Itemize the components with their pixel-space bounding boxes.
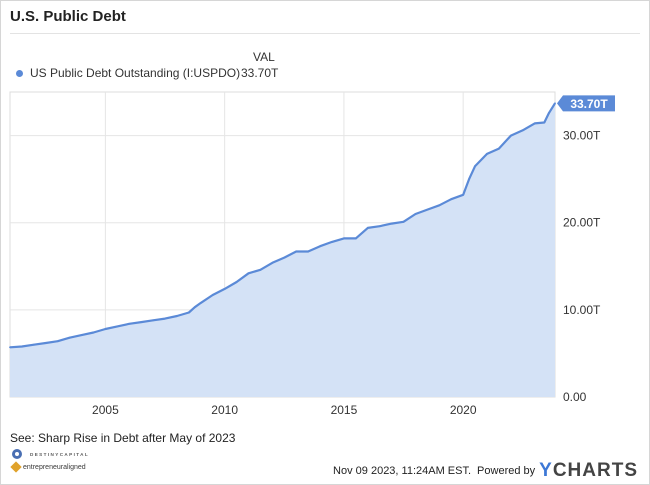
data-point [271, 261, 274, 264]
data-point [390, 222, 393, 225]
ycharts-logo[interactable]: YCHARTS [539, 461, 638, 480]
data-point [44, 342, 47, 344]
footnote: See: Sharp Rise in Debt after May of 202… [10, 431, 236, 445]
data-point [319, 245, 321, 248]
data-point [80, 334, 83, 336]
data-point [116, 325, 119, 328]
data-point [140, 321, 143, 323]
data-point [521, 129, 524, 132]
data-point [468, 178, 470, 181]
data-point [414, 213, 417, 215]
data-point [402, 220, 405, 223]
data-point [193, 306, 196, 309]
legend-value-header: VAL [253, 50, 275, 64]
data-point [33, 343, 35, 346]
data-point [128, 322, 131, 325]
data-point [307, 250, 309, 253]
y-tick-label: 20.00T [563, 216, 601, 230]
footer-powered-by: Powered by [477, 465, 536, 477]
x-tick-label: 2005 [92, 403, 119, 417]
legend-series-entry[interactable]: US Public Debt Outstanding (I:USPDO) [16, 66, 240, 80]
data-point [366, 227, 369, 229]
last-value-badge [557, 95, 615, 112]
y-tick-label: 0.00 [563, 390, 587, 404]
x-tick-label: 2010 [211, 403, 238, 417]
data-point [104, 328, 107, 330]
data-point [152, 319, 155, 322]
data-point [343, 237, 345, 240]
legend-series-dot [16, 69, 23, 77]
y-tick-label: 10.00T [563, 303, 601, 317]
data-point [295, 250, 298, 253]
destiny-capital-logo: DESTINYCAPITAL [12, 449, 89, 459]
x-tick-label: 2015 [331, 403, 358, 417]
data-point [223, 288, 226, 290]
data-point [56, 340, 59, 343]
data-point [331, 241, 333, 243]
destiny-capital-wordmark: DESTINYCAPITAL [30, 451, 90, 457]
data-point [259, 268, 262, 271]
data-point [68, 336, 71, 339]
data-point [199, 302, 202, 304]
ycharts-logo-y: Y [539, 460, 553, 481]
data-point [235, 281, 238, 283]
legend-series-value: 33.70T [241, 66, 279, 80]
data-point [211, 294, 214, 296]
data-point [450, 198, 453, 201]
data-point [510, 134, 512, 137]
data-point [21, 345, 23, 348]
entrepreneur-aligned-icon [10, 461, 22, 473]
destiny-capital-icon [12, 449, 22, 459]
title-divider [10, 33, 640, 34]
data-point [543, 121, 546, 124]
data-point [378, 225, 381, 228]
data-point [533, 122, 536, 125]
data-point [354, 237, 357, 240]
data-point [486, 153, 488, 155]
data-point [92, 331, 95, 334]
data-point [438, 204, 441, 207]
data-point [247, 272, 250, 275]
data-point [426, 208, 429, 211]
legend-series-label: US Public Debt Outstanding (I:USPDO) [30, 66, 241, 80]
data-point [474, 165, 476, 168]
data-point [176, 315, 178, 317]
series-area-fill [10, 103, 555, 398]
series-line [9, 102, 556, 349]
chart-title: U.S. Public Debt [10, 8, 126, 25]
footer-timestamp: Nov 09 2023, 11:24AM EST. [333, 465, 472, 477]
data-point [164, 317, 166, 320]
data-point [462, 193, 465, 196]
data-point [498, 147, 500, 150]
data-point [554, 102, 556, 105]
data-point [9, 346, 11, 349]
x-tick-label: 2020 [450, 403, 477, 417]
y-tick-label: 30.00T [563, 129, 601, 143]
data-point [548, 112, 550, 114]
entrepreneur-aligned-wordmark: entrepreneuraligned [23, 463, 86, 471]
chart-footer: Nov 09 2023, 11:24AM EST. Powered by YCH… [333, 461, 638, 480]
data-point [283, 256, 286, 259]
entrepreneur-aligned-logo: entrepreneuraligned [10, 461, 86, 473]
data-point [188, 311, 190, 314]
last-value-label: 33.70T [570, 97, 608, 111]
ycharts-logo-rest: CHARTS [552, 460, 638, 481]
